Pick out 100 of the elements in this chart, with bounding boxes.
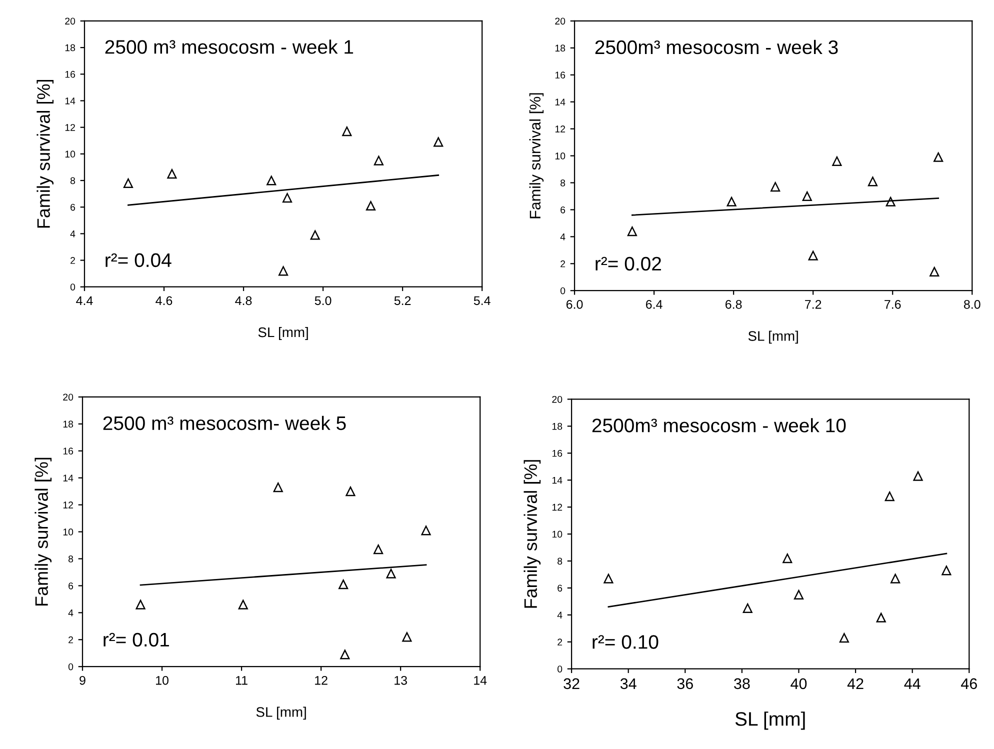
point — [934, 152, 944, 162]
point — [421, 526, 431, 536]
x-tick-label: 6.8 — [726, 300, 742, 309]
y-tick-label: 0 — [68, 663, 74, 670]
y-tick-label: 12 — [63, 502, 73, 508]
y-tick-label: 6 — [560, 206, 566, 214]
y-tick-label: 16 — [552, 450, 562, 457]
y-tick-label: 10 — [555, 152, 566, 160]
x-axis-title: SL [mm] — [258, 326, 308, 340]
x-tick-label: 36 — [677, 678, 693, 690]
point — [366, 200, 376, 211]
y-tick-label: 20 — [555, 18, 566, 25]
text: 2500 m³ mesocosm - week 1 — [105, 40, 354, 54]
point — [930, 266, 940, 277]
point — [238, 600, 248, 610]
point — [346, 486, 356, 496]
point — [374, 544, 384, 554]
y-tick-label: 4 — [70, 230, 76, 238]
point — [832, 156, 842, 166]
x-tick-label: 32 — [564, 678, 580, 690]
y-tick-label: 12 — [552, 504, 562, 511]
x-tick-label: 42 — [847, 678, 864, 689]
y-tick-label: 0 — [70, 284, 76, 290]
annotation: r²= 0.02 — [596, 256, 661, 271]
x-tick-label: 4.4 — [76, 296, 93, 305]
y-tick-label: 14 — [65, 98, 76, 104]
y-tick-label: 10 — [552, 530, 562, 538]
point — [604, 574, 614, 584]
y-tick-label: 0 — [557, 666, 562, 672]
y-tick-label: 18 — [555, 44, 566, 52]
point — [374, 156, 384, 166]
y-tick-label: 2 — [560, 260, 566, 268]
y-tick-label: 20 — [552, 396, 562, 403]
x-axis-title: SL [mm] — [748, 330, 798, 344]
y-tick-label: 20 — [65, 18, 76, 25]
x-tick-label: 14 — [474, 676, 487, 685]
x-tick-label: 13 — [394, 676, 407, 685]
annotation: r²= 0.10 — [592, 635, 658, 649]
y-tick-label: 16 — [65, 70, 76, 78]
y-tick-label: 8 — [70, 177, 76, 184]
point — [266, 176, 276, 186]
point — [338, 580, 348, 590]
point — [770, 182, 780, 192]
y-tick-label: 18 — [63, 420, 74, 428]
y-tick-label: 4 — [560, 234, 566, 240]
x-tick-label: 12 — [315, 676, 328, 685]
point — [273, 482, 283, 492]
y-tick-label: 2 — [70, 257, 75, 264]
text: 2500m³ mesocosm - week 10 — [592, 418, 846, 432]
point — [310, 230, 320, 240]
y-tick-label: 0 — [560, 287, 566, 294]
text: 2500 m³ mesocosm- week 5 — [103, 416, 346, 430]
y-tick-label: 16 — [63, 448, 74, 455]
x-tick-label: 6.4 — [646, 300, 662, 309]
point — [167, 169, 177, 179]
point — [342, 126, 352, 136]
point — [742, 603, 752, 613]
y-tick-label: 14 — [555, 98, 566, 106]
point — [136, 600, 146, 610]
x-tick-label: 10 — [156, 676, 168, 685]
x-tick-label: 6.0 — [566, 300, 583, 309]
y-axis-title: Family survival [%] — [529, 93, 544, 218]
point — [808, 250, 818, 260]
x-tick-label: 9 — [80, 676, 86, 685]
y-axis-title: Family survival [%] — [34, 458, 52, 606]
point — [839, 633, 849, 643]
point — [886, 196, 896, 206]
point — [434, 137, 444, 147]
x-tick-label: 40 — [790, 678, 807, 690]
y-axis-title: Family survival [%] — [524, 460, 541, 608]
y-tick-label: 10 — [65, 150, 76, 158]
point — [278, 266, 288, 276]
y-tick-label: 4 — [557, 612, 562, 618]
y-tick-label: 12 — [555, 126, 566, 132]
x-tick-label: 5.2 — [394, 296, 411, 306]
annotation: r²= 0.01 — [104, 632, 169, 647]
y-tick-label: 18 — [65, 44, 76, 52]
y-tick-label: 8 — [560, 179, 566, 186]
point — [890, 574, 900, 584]
annotation: r²= 0.04 — [106, 253, 172, 268]
y-tick-label: 2 — [558, 638, 562, 646]
x-tick-label: 4.6 — [156, 296, 172, 306]
x-tick-label: 7.2 — [805, 300, 822, 309]
x-tick-label: 5.4 — [474, 296, 490, 306]
x-tick-label: 44 — [904, 678, 920, 689]
x-tick-label: 7.6 — [884, 300, 901, 309]
point — [794, 590, 804, 600]
point — [884, 491, 894, 502]
y-tick-label: 4 — [68, 610, 74, 616]
y-tick-label: 16 — [555, 72, 566, 79]
point — [913, 471, 923, 481]
x-axis-title: SL [mm] — [256, 706, 306, 720]
point — [402, 632, 412, 642]
point — [802, 191, 812, 202]
point — [726, 196, 736, 206]
point — [386, 568, 396, 578]
y-tick-label: 10 — [63, 528, 74, 536]
point — [868, 176, 878, 186]
point — [123, 178, 134, 188]
y-tick-label: 14 — [63, 474, 74, 482]
